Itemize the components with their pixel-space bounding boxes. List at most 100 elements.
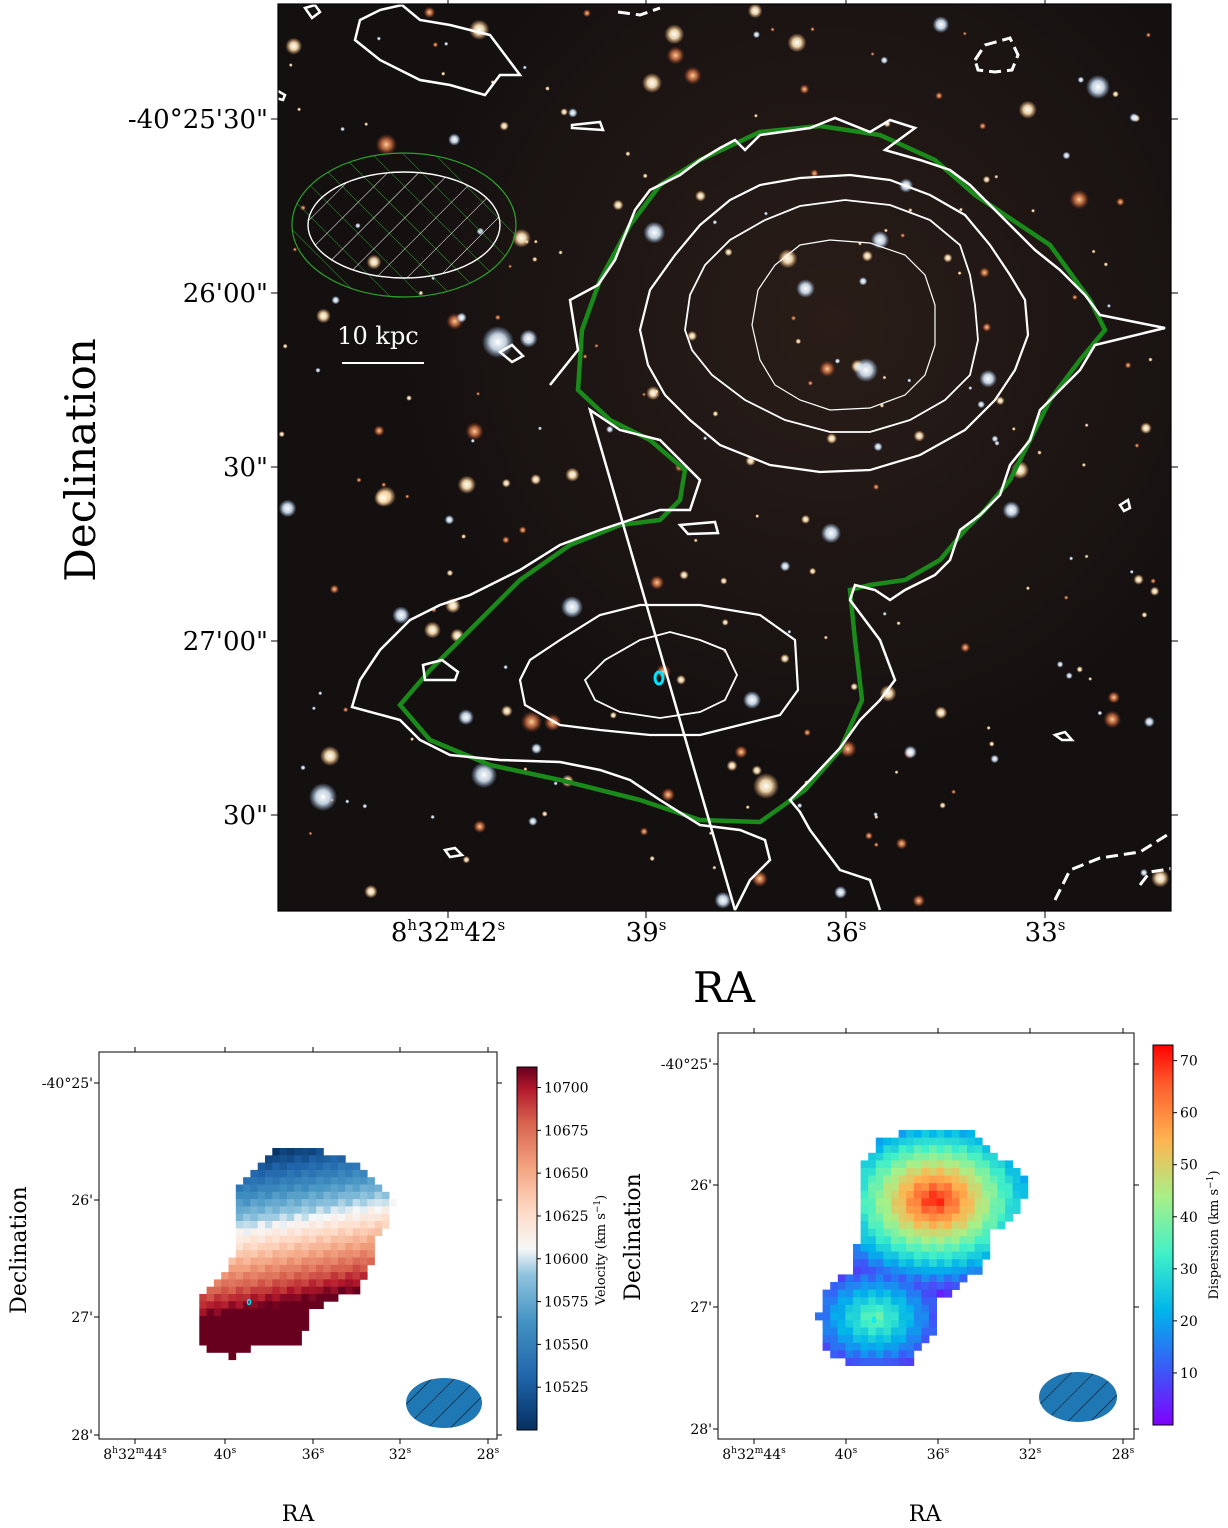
velocity-pixel [316,1301,324,1309]
star [1103,710,1122,729]
velocity-ticks [94,1047,502,1444]
velocity-pixel [257,1264,266,1273]
dispersion-pixel [951,1259,960,1268]
star [532,256,538,263]
velocity-pixel [301,1323,310,1331]
star [753,113,758,118]
velocity-pixel [265,1286,273,1295]
velocity-pixel [359,1199,368,1207]
dispersion-pixel [860,1244,869,1252]
dispersion-pixel [929,1304,937,1313]
star [376,36,381,41]
dispersion-pixel [929,1274,937,1283]
dispersion-pixel [891,1350,899,1359]
star [721,618,729,626]
velocity-pixel [352,1286,361,1295]
velocity-pixel [301,1242,310,1251]
dispersion-pixel [929,1198,937,1207]
dispersion-pixel [898,1206,907,1214]
velocity-pixel [243,1323,251,1331]
star [763,211,768,216]
dispersion-pixel [944,1213,953,1222]
dispersion-pixel [875,1304,884,1313]
dispersion-pixel [989,1206,998,1214]
dispersion-pixel [830,1320,839,1328]
velocity-pixel [301,1308,310,1317]
velocity-pixel [374,1221,383,1229]
dispersion-pixel [967,1221,975,1230]
dispersion-pixel [959,1175,968,1184]
dispersion-pixel [944,1137,953,1146]
velocity-pixel [330,1184,339,1193]
dispersion-pixel [860,1327,869,1336]
y-tick-label: -40°25' [661,1057,712,1073]
velocity-pixel [286,1221,295,1229]
dispersion-pixel [1005,1175,1013,1184]
dispersion-pixel [875,1350,884,1359]
velocity-pixel [301,1272,310,1280]
velocity-x-tick-labels: 8h32m44s 40s 36s 32s 28s [103,1446,499,1463]
velocity-pixel [301,1177,310,1185]
dispersion-pixel [883,1259,892,1268]
velocity-pixel [286,1323,295,1331]
velocity-pixel [359,1213,368,1222]
dispersion-pixel [875,1137,884,1146]
dispersion-pixel [875,1198,884,1207]
velocity-pixel [345,1257,353,1266]
star [724,248,733,257]
star [1106,303,1111,308]
star [1088,676,1093,681]
dispersion-pixel [898,1297,907,1306]
star [643,221,666,244]
velocity-pixel [367,1242,375,1251]
velocity-pixel [265,1199,273,1207]
dispersion-pixel [891,1228,899,1237]
hi-contours [278,4,1171,911]
star [820,523,842,544]
dispersion-pixel [936,1137,945,1146]
velocity-pixel [352,1199,361,1207]
star [1062,151,1071,160]
velocity-pixel [323,1221,332,1229]
dispersion-pixel [921,1244,930,1252]
dispersion-pixel [853,1342,861,1351]
dispersion-pixel [944,1190,953,1199]
dispersion-pixel [936,1228,945,1237]
velocity-pixel [272,1228,280,1236]
velocity-pixel [265,1308,273,1317]
velocity-pixel [338,1279,346,1288]
dispersion-pixel [830,1327,839,1336]
colorbar-tick-label: 10525 [544,1380,589,1396]
dispersion-pixel [853,1335,861,1344]
star [932,16,950,33]
velocity-pixel [279,1169,288,1178]
velocity-pixel [345,1191,353,1200]
dispersion-pixel [906,1342,915,1351]
star [318,691,323,696]
dispersion-pixel [921,1251,930,1260]
dispersion-pixel [883,1137,892,1146]
dispersion-pixel [837,1342,846,1351]
velocity-pixel [338,1221,346,1229]
velocity-pixel [316,1162,324,1171]
dispersion-pixel [891,1312,899,1321]
dispersion-pixel [982,1206,991,1214]
velocity-pixel [301,1221,310,1229]
colorbar-tick-label: 70 [1180,1054,1198,1070]
dispersion-pixel [883,1228,892,1237]
dispersion-pixel [845,1297,854,1306]
dispersion-pixel [951,1266,960,1275]
star [745,805,750,810]
velocity-pixel [381,1221,390,1229]
dispersion-pixel [982,1168,991,1176]
velocity-pixel [294,1330,302,1339]
dispersion-pixel [883,1175,892,1184]
velocity-pixel [301,1169,310,1178]
star [896,621,901,626]
velocity-pixel [235,1199,244,1207]
dispersion-pixel [982,1160,991,1169]
dispersion-pixel [997,1175,1006,1184]
dispersion-pixel [898,1289,907,1298]
dispersion-pixel [883,1327,892,1336]
star [560,108,568,116]
